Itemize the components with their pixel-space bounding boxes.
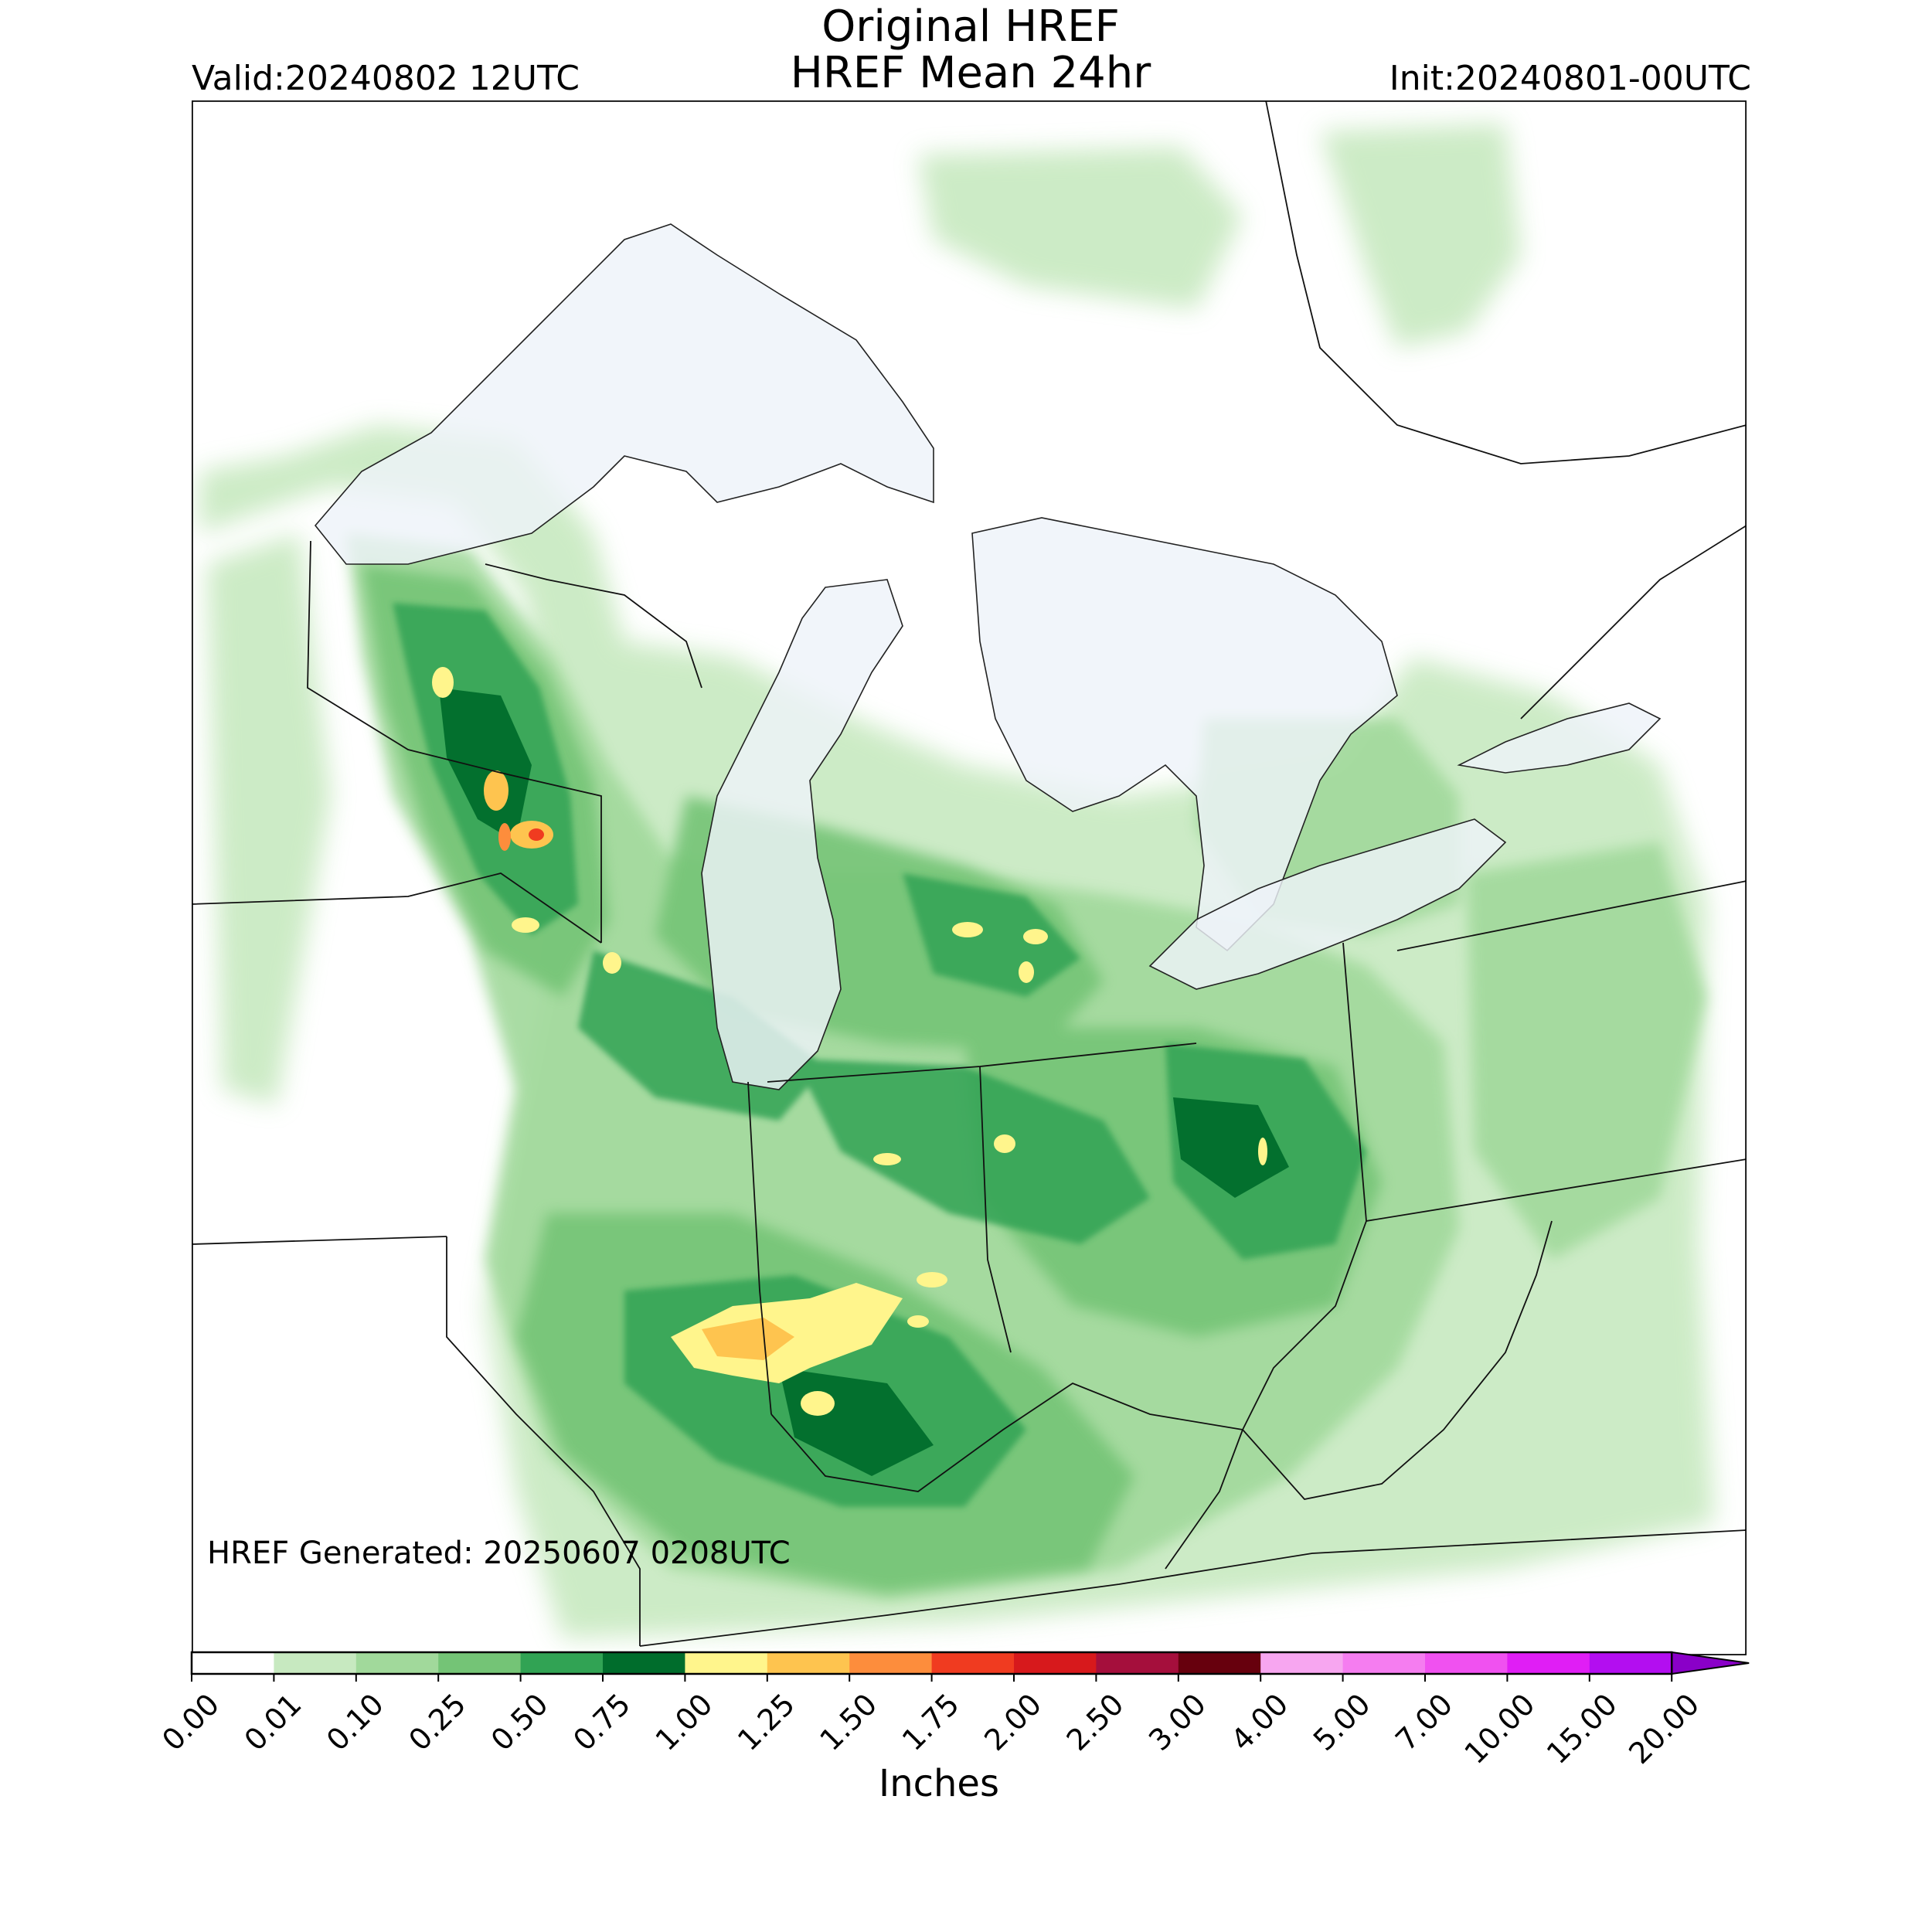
state-border-oh-pa [1342, 942, 1367, 1222]
chart-title: Original HREF [821, 2, 1120, 52]
colorbar: 0.00 0.01 0.10 0.25 0.50 0.75 1.00 1.25 1.50 1.75… [155, 1651, 1750, 1770]
peak-yellow [512, 917, 539, 933]
colorbar-tick-label: 0.01 [238, 1687, 308, 1757]
precip-light-north [918, 147, 1243, 309]
colorbar-box [1260, 1652, 1344, 1674]
colorbar-tick-label: 1.75 [896, 1687, 966, 1757]
colorbar-extend-arrow [1671, 1651, 1750, 1675]
colorbar-tick-label: 15.00 [1540, 1687, 1624, 1770]
colorbar-box [685, 1652, 768, 1674]
colorbar-box [1178, 1652, 1261, 1674]
intl-border-quebec [1520, 525, 1747, 719]
colorbar-tick-label: 3.00 [1142, 1687, 1213, 1757]
colorbar-tick-label: 5.00 [1307, 1687, 1377, 1757]
state-border-in-oh [979, 1066, 1012, 1353]
lake-superior [314, 223, 934, 565]
colorbar-tick-label: 1.25 [731, 1687, 801, 1757]
colorbar-tick-label: 7.00 [1389, 1687, 1459, 1757]
peak-yellow [873, 1153, 901, 1165]
colorbar-box [931, 1652, 1015, 1674]
colorbar-tick-label: 1.00 [649, 1687, 719, 1757]
peak-yellow [994, 1134, 1015, 1153]
peak-yellow [917, 1272, 947, 1287]
precip-peaks [432, 667, 1267, 1416]
colorbar-tick-label: 2.50 [1060, 1687, 1131, 1757]
borders [192, 100, 1747, 1647]
peak-yellow [1023, 929, 1048, 944]
colorbar-box [1342, 1652, 1426, 1674]
colorbar-tick-label: 0.00 [155, 1687, 226, 1757]
state-border-ky-va [1165, 1429, 1243, 1570]
colorbar-box [849, 1652, 933, 1674]
chart-subtitle: HREF Mean 24hr [790, 48, 1151, 98]
colorbar-tick-label: 1.50 [813, 1687, 883, 1757]
colorbar-boxes [190, 1651, 1750, 1675]
state-border-ky-oh-river [770, 1382, 1243, 1492]
state-border-ky-tn [639, 1529, 1747, 1647]
peak-yellow [484, 770, 509, 811]
colorbar-box [438, 1652, 522, 1674]
state-border-pa-md [1366, 1158, 1747, 1222]
colorbar-tick-label: 20.00 [1622, 1687, 1706, 1770]
colorbar-tick-label: 10.00 [1458, 1687, 1542, 1770]
precip-050-indiana [794, 1059, 1150, 1244]
peak-yellow [801, 1391, 835, 1416]
precip-075-indiana [1173, 1097, 1289, 1198]
colorbar-ticks: 0.00 0.01 0.10 0.25 0.50 0.75 1.00 1.25 1.50 1.75… [155, 1674, 1706, 1770]
colorbar-box [1096, 1652, 1179, 1674]
state-border-mi-oh [767, 1043, 1197, 1083]
colorbar-box [355, 1652, 439, 1674]
colorbar-box [1589, 1652, 1672, 1674]
state-border-wv [1241, 1220, 1553, 1500]
lake-ontario [1457, 702, 1662, 774]
colorbar-box [1425, 1652, 1508, 1674]
colorbar-tick-label: 0.10 [320, 1687, 390, 1757]
lake-erie [1148, 818, 1507, 990]
valid-time: Valid:20240802 12UTC [192, 59, 580, 98]
colorbar-tick-label: 0.25 [402, 1687, 472, 1757]
colorbar-box [767, 1652, 850, 1674]
colorbar-label: Inches [879, 1762, 999, 1805]
precip-075-wisconsin [439, 688, 532, 842]
precip-light-west-edge [207, 533, 331, 1105]
precip-050-michigan [903, 873, 1080, 997]
lakes [314, 223, 1662, 1090]
state-border-mi-wi [485, 563, 702, 689]
peak-yellow [498, 823, 511, 851]
peak-yellow [432, 667, 454, 698]
state-border-ny-pa [1396, 880, 1747, 951]
precipitation-map: HREF Generated: 20250607 0208UTC [192, 100, 1747, 1655]
colorbar-box [520, 1652, 604, 1674]
state-border-ia-mo [192, 1236, 447, 1245]
state-border-ia-wi [192, 872, 602, 944]
peak-yellow [1258, 1138, 1267, 1165]
generated-label: HREF Generated: 20250607 0208UTC [207, 1536, 791, 1571]
init-time: Init:20240801-00UTC [1389, 59, 1751, 98]
colorbar-box [1014, 1652, 1097, 1674]
precip-field [199, 124, 1714, 1638]
colorbar-tick-label: 0.75 [566, 1687, 637, 1757]
peak-orange [529, 828, 544, 841]
peak-yellow [952, 922, 983, 937]
peak-yellow [1019, 961, 1034, 983]
state-border-mn-wi [307, 540, 602, 943]
colorbar-tick-label: 4.00 [1224, 1687, 1294, 1757]
colorbar-box [274, 1652, 357, 1674]
colorbar-tick-label: 2.00 [978, 1687, 1048, 1757]
peak-yellow [907, 1315, 929, 1328]
peak-yellow [603, 952, 621, 974]
state-border-il-in [747, 1081, 772, 1415]
precip-light-northeast [1320, 124, 1521, 348]
colorbar-tick-label: 0.50 [485, 1687, 555, 1757]
colorbar-box [603, 1652, 685, 1674]
colorbar-box [192, 1652, 274, 1674]
peak-orange-southern [702, 1318, 794, 1360]
colorbar-box [1507, 1652, 1590, 1674]
intl-border-canada [1265, 100, 1747, 464]
lake-michigan [701, 579, 903, 1090]
state-border-il-mo [446, 1236, 641, 1646]
precip-moderate-east [1467, 842, 1706, 1260]
